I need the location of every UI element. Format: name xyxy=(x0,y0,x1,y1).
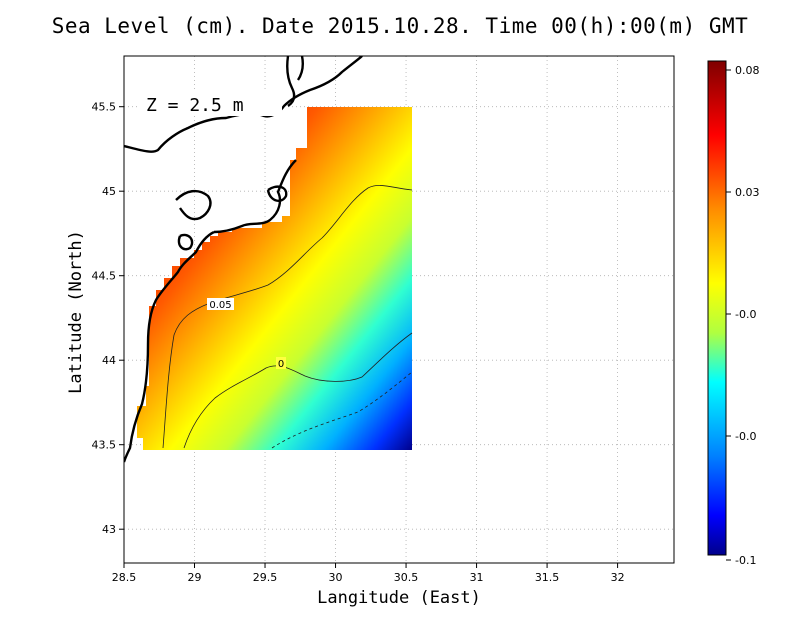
x-tick-label: 29 xyxy=(188,571,202,584)
x-tick-label: 32 xyxy=(611,571,625,584)
y-tick-label: 45 xyxy=(102,185,116,198)
colorbar-tick-label: -0.0 xyxy=(735,308,756,321)
x-tick-label: 30.5 xyxy=(394,571,419,584)
chart-title: Sea Level (cm). Date 2015.10.28. Time 00… xyxy=(51,14,749,38)
contour-line-negative xyxy=(271,371,413,449)
y-axis-ticks: 43 43.5 44 44.5 45 45.5 xyxy=(92,101,124,536)
y-axis-label: Latitude (North) xyxy=(66,230,86,394)
x-tick-label: 31.5 xyxy=(535,571,560,584)
colorbar-tick-label: -0.1 xyxy=(735,554,756,567)
contour-label-0: 0 xyxy=(278,359,284,370)
depth-label: Z = 2.5 m xyxy=(146,95,244,116)
y-tick-label: 44 xyxy=(102,354,116,367)
y-tick-label: 43 xyxy=(102,523,116,536)
x-axis-ticks: 28.5 29 29.5 30 30.5 31 31.5 32 xyxy=(112,563,625,584)
depth-label-box xyxy=(140,90,282,116)
y-tick-label: 45.5 xyxy=(92,101,117,114)
contour-label-box xyxy=(207,298,234,310)
contour-line-0 xyxy=(183,332,413,449)
colorbar-tick-label: 0.08 xyxy=(735,64,760,77)
contour-label-005: 0.05 xyxy=(209,300,231,311)
colorbar-tick-label: -0.0 xyxy=(735,430,756,443)
x-tick-label: 29.5 xyxy=(253,571,278,584)
x-tick-label: 28.5 xyxy=(112,571,137,584)
y-tick-label: 44.5 xyxy=(92,270,117,283)
colorbar-tick-label: 0.03 xyxy=(735,186,760,199)
x-tick-label: 30 xyxy=(329,571,343,584)
plot-frame xyxy=(123,55,675,564)
x-axis-label: Langitude (East) xyxy=(317,588,481,608)
contour-line-005 xyxy=(162,185,413,449)
x-tick-label: 31 xyxy=(470,571,484,584)
y-tick-label: 43.5 xyxy=(92,439,117,452)
colorbar-ticks: 0.08 0.03 -0.0 -0.0 -0.1 xyxy=(726,64,760,567)
colorbar xyxy=(707,60,727,556)
sea-level-field xyxy=(137,107,412,450)
contour-label-box xyxy=(276,357,286,369)
